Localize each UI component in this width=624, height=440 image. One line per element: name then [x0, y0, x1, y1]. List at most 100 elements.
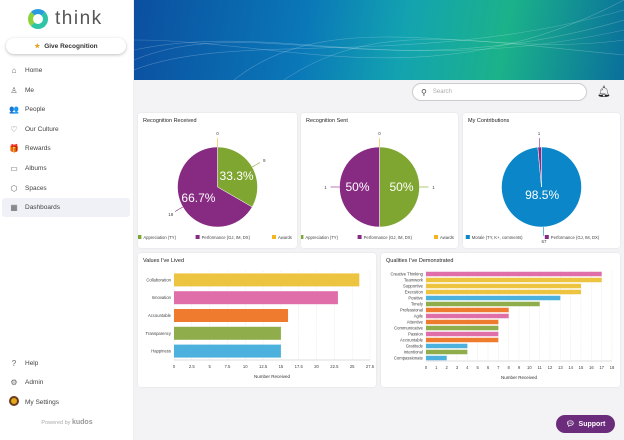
category-label: Creative Thinking: [390, 272, 423, 277]
bar: [426, 325, 499, 331]
tick-label: 1: [435, 365, 438, 370]
value-label: 0: [216, 131, 219, 136]
header-banner: [134, 0, 624, 80]
my-contributions-card: My Contributions 67 98.5% 1 Morale (TY, K+,…: [463, 113, 620, 248]
tick-label: 2.5: [189, 364, 195, 369]
dashboard-icon: ▦: [10, 203, 18, 213]
bar: [174, 291, 338, 305]
chat-icon: 💬︎: [565, 421, 575, 428]
tick-label: 7.5: [225, 364, 231, 369]
category-label: Gratitude: [406, 344, 424, 349]
tick-label: 17.5: [295, 364, 304, 369]
callout-line: [174, 206, 184, 212]
value-label: 18: [168, 212, 174, 217]
sidebar-item-help[interactable]: ? Help: [2, 354, 130, 373]
sidebar-item-albums[interactable]: ▭ Albums: [2, 159, 130, 178]
user-icon: ♙: [10, 85, 18, 95]
values-lived-chart: 0 2.5 5 7.5 10 12.5 15 17.5 20 22.5 25 27.5 Collabor…: [146, 271, 375, 379]
card-title: Recognition Sent: [306, 118, 348, 124]
tick-label: 25: [350, 364, 355, 369]
legend-swatch: [272, 235, 276, 239]
value-label: 67: [541, 239, 547, 244]
tick-label: 15: [579, 365, 584, 370]
gear-icon: ⚙: [10, 378, 18, 388]
tick-label: 6: [487, 365, 490, 370]
home-icon: ⌂: [11, 66, 17, 75]
values-lived-card: Values I've Lived 0 2.5 5 7.5 10 12.5 15 17.5 20…: [138, 253, 376, 387]
legend-label: Awards: [278, 235, 292, 240]
sidebar-item-dashboards[interactable]: ▦ Dashboards: [2, 198, 130, 218]
sidebar-item-home[interactable]: ⌂ Home: [2, 61, 130, 80]
bar: [174, 273, 360, 287]
tick-label: 0: [173, 364, 176, 369]
category-label: Happiness: [151, 349, 171, 354]
powered-by: Powered by kudos: [41, 419, 93, 426]
callout-line: [251, 162, 261, 168]
tick-label: 5: [208, 364, 211, 369]
tick-label: 10: [527, 365, 532, 370]
sidebar-item-our-culture[interactable]: ♡ Our Culture: [2, 120, 130, 139]
bar: [426, 301, 540, 307]
legend-label: Performance (GJ, IM, DX): [551, 235, 600, 240]
x-axis-title: Number Received: [254, 374, 291, 379]
recognition-received-pie: 9 33.3% 18 66.7% 0 Appreciation (TY) Performan…: [138, 131, 292, 240]
albums-icon: ▭: [10, 164, 18, 173]
legend-label: Awards: [440, 235, 454, 240]
sidebar-item-my-settings[interactable]: My Settings: [2, 393, 130, 412]
bar: [426, 349, 468, 355]
tick-label: 12: [548, 365, 553, 370]
sidebar-item-people[interactable]: 👥 People: [2, 100, 130, 119]
search-icon: ⚲: [421, 87, 427, 97]
category-label: Passion: [408, 332, 424, 337]
search-input[interactable]: ⚲ Search: [412, 83, 587, 101]
banner-pattern: [134, 0, 624, 80]
sidebar-item-admin[interactable]: ⚙ Admin: [2, 373, 130, 392]
tick-label: 12.5: [259, 364, 268, 369]
tick-label: 0: [425, 365, 428, 370]
value-label: 9: [263, 158, 266, 163]
category-label: Agile: [414, 314, 424, 319]
bar: [426, 355, 447, 361]
sidebar-item-me[interactable]: ♙ Me: [2, 81, 130, 100]
my-contributions-pie: 67 98.5% 1 Morale (TY, K+, comments) Perform…: [465, 131, 600, 244]
category-label: Accountable: [400, 338, 424, 343]
bar: [426, 289, 581, 295]
bar: [426, 283, 581, 289]
card-title: Recognition Received: [143, 118, 197, 124]
legend-swatch: [434, 235, 438, 239]
tick-label: 9: [518, 365, 521, 370]
sidebar-item-label: Albums: [25, 165, 47, 172]
value-label: 1: [324, 185, 327, 190]
legend-swatch: [544, 235, 549, 239]
legend-label: Performance (GJ, IM, DX): [202, 235, 251, 240]
legend-label: Performance (GJ, IM, DX): [364, 235, 413, 240]
recognition-sent-card: Recognition Sent 1 50% 1 50% 0 Appreciation (…: [301, 113, 458, 248]
tick-label: 10: [243, 364, 248, 369]
support-button[interactable]: 💬︎ Support: [556, 415, 615, 433]
legend-label: Appreciation (TY): [143, 235, 176, 240]
bar: [426, 337, 499, 343]
card-title: Qualities I've Demonstrated: [386, 258, 454, 264]
support-label: Support: [578, 420, 606, 428]
sidebar-item-spaces[interactable]: ⬡ Spaces: [2, 179, 130, 198]
legend-swatch: [138, 235, 142, 239]
logo[interactable]: think: [28, 9, 103, 29]
bar: [426, 343, 468, 349]
bell-icon[interactable]: 🔔︎: [597, 86, 611, 98]
tick-label: 4: [466, 365, 469, 370]
logo-ring-icon: [28, 9, 48, 29]
sidebar-item-rewards[interactable]: 🎁 Rewards: [2, 139, 130, 158]
percent-label: 50%: [389, 180, 413, 194]
sidebar-item-label: People: [25, 106, 46, 114]
bar: [174, 326, 281, 340]
category-label: Accountable: [148, 313, 172, 318]
recognition-received-card: Recognition Received 9 33.3% 18 66.7% 0 Appre…: [138, 113, 297, 248]
give-recognition-button[interactable]: ★ Give Recognition: [6, 38, 126, 54]
category-label: Execution: [405, 290, 424, 295]
logo-text: think: [55, 8, 103, 29]
recognition-sent-pie: 1 50% 1 50% 0 Appreciation (TY) Performance (G…: [301, 131, 454, 240]
x-axis-title: Number Received: [501, 375, 538, 380]
sidebar-item-label: Me: [25, 86, 35, 94]
category-label: Compassionate: [394, 356, 424, 361]
legend-swatch: [195, 235, 200, 239]
